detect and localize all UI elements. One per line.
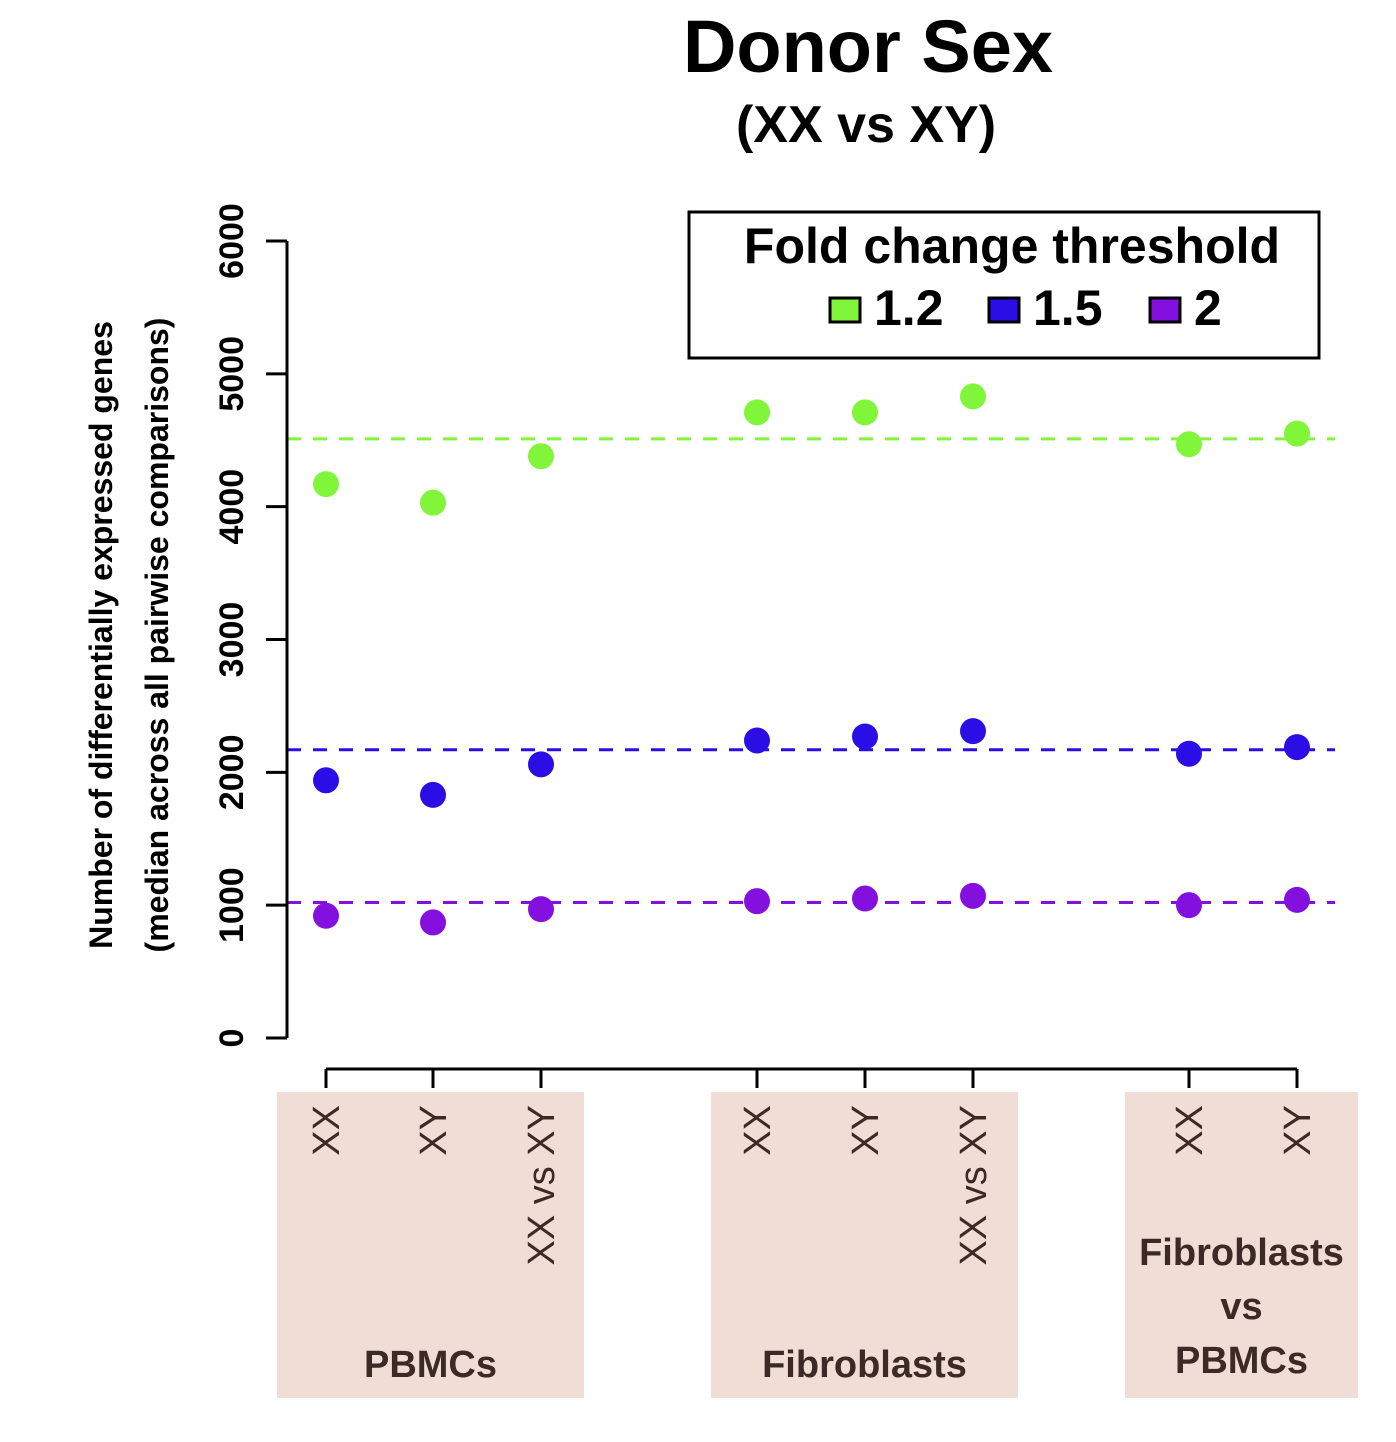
data-points bbox=[313, 383, 1310, 936]
data-point bbox=[313, 902, 339, 929]
group-box bbox=[1125, 1092, 1358, 1398]
y-tick-label: 4000 bbox=[213, 469, 251, 545]
y-axis-label-line2: (median across all pairwise comparisons) bbox=[139, 318, 175, 953]
legend-label: 1.5 bbox=[1033, 280, 1103, 336]
data-point bbox=[744, 727, 770, 754]
legend: Fold change threshold 1.2 1.5 2 bbox=[687, 210, 1321, 360]
data-point bbox=[852, 885, 878, 912]
data-point bbox=[528, 443, 554, 470]
group-label: PBMCs bbox=[364, 1344, 497, 1386]
x-tick-label: XX bbox=[306, 1105, 348, 1156]
y-tick-label: 0 bbox=[213, 1029, 251, 1048]
data-point bbox=[960, 882, 986, 909]
data-point bbox=[528, 751, 554, 778]
group-label: Fibroblasts bbox=[762, 1344, 967, 1386]
legend-swatch bbox=[828, 296, 862, 324]
group-label: Fibroblasts bbox=[1139, 1232, 1344, 1274]
data-point bbox=[960, 718, 986, 745]
group-boxes: PBMCs Fibroblasts Fibroblasts vs PBMCs bbox=[277, 1092, 1358, 1398]
data-point bbox=[313, 471, 339, 498]
legend-swatch bbox=[1148, 296, 1182, 324]
group-label: vs bbox=[1220, 1286, 1262, 1328]
legend-label: 2 bbox=[1194, 280, 1222, 336]
data-point bbox=[528, 896, 554, 923]
y-axis: 0 1000 2000 3000 4000 5000 6000 bbox=[213, 203, 289, 1048]
y-tick-label: 3000 bbox=[213, 602, 251, 678]
data-point bbox=[1176, 892, 1202, 919]
data-point bbox=[420, 781, 446, 808]
group-box bbox=[277, 1092, 584, 1398]
x-tick-label: XY bbox=[413, 1105, 455, 1156]
data-point bbox=[420, 489, 446, 516]
y-axis-label-line1: Number of differentially expressed genes bbox=[83, 321, 119, 949]
data-point bbox=[744, 888, 770, 915]
chart-title: Donor Sex bbox=[683, 5, 1053, 88]
y-tick-label: 2000 bbox=[213, 735, 251, 811]
y-tick-label: 6000 bbox=[213, 203, 251, 279]
data-point bbox=[1284, 734, 1310, 761]
data-point bbox=[313, 767, 339, 794]
x-tick-label: XY bbox=[1277, 1105, 1319, 1156]
data-point bbox=[852, 723, 878, 750]
legend-swatch bbox=[987, 296, 1021, 324]
data-point bbox=[960, 383, 986, 410]
x-tick-label: XX vs XY bbox=[521, 1105, 563, 1266]
x-tick-label: XY bbox=[845, 1105, 887, 1156]
data-point bbox=[1176, 740, 1202, 767]
legend-label: 1.2 bbox=[874, 280, 944, 336]
group-box bbox=[711, 1092, 1018, 1398]
y-tick-label: 5000 bbox=[213, 336, 251, 412]
group-label: PBMCs bbox=[1175, 1340, 1308, 1382]
data-point bbox=[1284, 886, 1310, 913]
data-point bbox=[1284, 420, 1310, 447]
data-point bbox=[420, 909, 446, 936]
reference-lines bbox=[287, 437, 1335, 905]
x-axis: XX XY XX vs XY XX XY XX vs XY XX XY bbox=[306, 1067, 1319, 1266]
y-tick-label: 1000 bbox=[213, 867, 251, 943]
chart-subtitle: (XX vs XY) bbox=[736, 96, 996, 154]
x-tick-label: XX bbox=[1169, 1105, 1211, 1156]
data-point bbox=[1176, 431, 1202, 458]
x-tick-label: XX bbox=[737, 1105, 779, 1156]
data-point bbox=[852, 399, 878, 426]
legend-title: Fold change threshold bbox=[744, 218, 1280, 274]
legend-box bbox=[687, 210, 1321, 360]
data-point bbox=[744, 399, 770, 426]
x-tick-label: XX vs XY bbox=[953, 1105, 995, 1266]
